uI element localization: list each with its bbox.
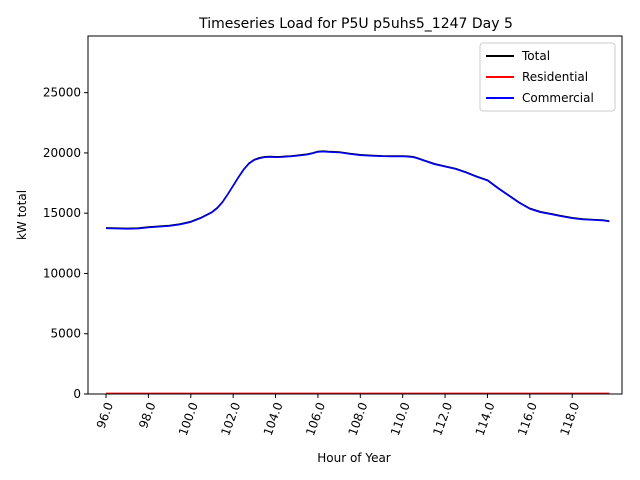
series-layer [105, 150, 610, 395]
y-axis: 0 5000 10000 15000 20000 25000 [43, 86, 88, 401]
series-line-commercial [105, 150, 610, 230]
x-axis-label: Hour of Year [317, 451, 391, 465]
legend-label: Residential [522, 70, 588, 84]
y-axis-label: kW total [15, 190, 29, 240]
axes-frame [87, 35, 623, 395]
y-tick-label: 20000 [43, 146, 81, 160]
y-tick-label: 25000 [43, 86, 81, 100]
y-tick-label: 10000 [43, 266, 81, 280]
legend-label: Total [521, 49, 550, 63]
plot-area [87, 35, 623, 395]
chart-title: Timeseries Load for P5U p5uhs5_1247 Day … [198, 16, 513, 32]
legend-label: Commercial [522, 91, 594, 105]
legend: Total Residential Commercial [479, 42, 616, 112]
y-tick-label: 0 [73, 387, 81, 401]
y-tick-label: 15000 [43, 206, 81, 220]
y-tick-label: 5000 [50, 327, 81, 341]
legend-box [479, 42, 616, 112]
